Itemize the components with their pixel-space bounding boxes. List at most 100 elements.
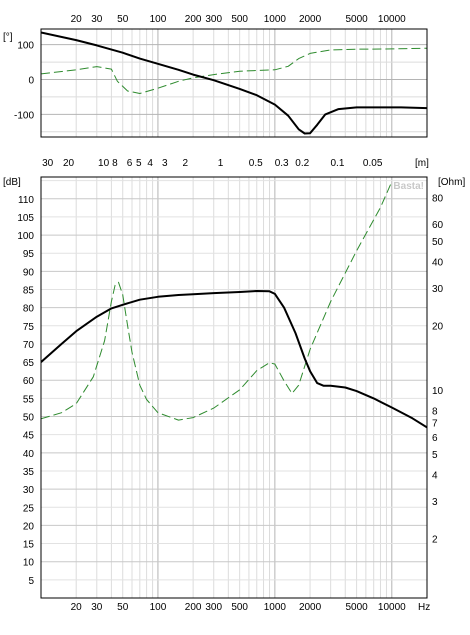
impedance-y-tick-labels: 80 60 50 40 30 20 10 8 7 6 5 4 3 2 xyxy=(432,194,444,546)
y-tick-label: 65 xyxy=(23,358,35,369)
wavelength-tick-label: 3 xyxy=(162,158,168,169)
x-tick-label: 5000 xyxy=(345,14,368,25)
wavelength-tick-label: 2 xyxy=(183,158,189,169)
y2-tick-label: 4 xyxy=(432,470,438,481)
x-tick-label: 100 xyxy=(150,602,167,613)
y-tick-label: 105 xyxy=(17,213,34,224)
x-tick-label: 200 xyxy=(185,602,202,613)
wavelength-tick-label: 1 xyxy=(218,158,224,169)
y-tick-label: 45 xyxy=(23,431,35,442)
y-tick-label: 80 xyxy=(23,304,35,315)
wavelength-tick-label: 6 xyxy=(127,158,133,169)
x-tick-label: 10000 xyxy=(378,602,406,613)
x-tick-label: 10000 xyxy=(378,14,406,25)
y-tick-label: 100 xyxy=(17,41,34,52)
x-tick-label: 30 xyxy=(91,602,103,613)
y-tick-label: 5 xyxy=(28,576,34,587)
x-tick-label: 2000 xyxy=(299,14,322,25)
x-tick-label: 50 xyxy=(117,14,129,25)
phase-x-tick-labels: 20 30 50 100 200 300 500 1000 2000 5000 10000 xyxy=(71,14,407,25)
y-tick-label: 90 xyxy=(23,267,35,278)
y2-tick-label: 80 xyxy=(432,194,444,205)
wavelength-tick-label: 0.2 xyxy=(295,158,309,169)
y-tick-label: 70 xyxy=(23,340,35,351)
spl-y-axis-label: [dB] xyxy=(3,177,21,188)
phase-y-axis-label: [°] xyxy=(3,32,13,43)
y-tick-label: 25 xyxy=(23,503,35,514)
spl-x-tick-labels: 20 30 50 100 200 300 500 1000 2000 5000 10000 xyxy=(71,602,407,613)
wavelength-tick-label: 8 xyxy=(112,158,118,169)
y-tick-label: 0 xyxy=(28,76,34,87)
y2-tick-label: 40 xyxy=(432,258,444,269)
wavelength-tick-labels: 30 20 10 8 6 5 4 3 2 1 0.5 0.3 0.2 0.1 0.05 xyxy=(42,158,383,169)
wavelength-axis-label: [m] xyxy=(415,158,429,169)
x-tick-label: 20 xyxy=(71,14,83,25)
y-tick-label: 60 xyxy=(23,376,35,387)
x-tick-label: 1000 xyxy=(264,14,287,25)
x-tick-label: 5000 xyxy=(345,602,368,613)
y-tick-label: 35 xyxy=(23,467,35,478)
y-tick-label: 85 xyxy=(23,286,35,297)
wavelength-tick-label: 0.1 xyxy=(331,158,345,169)
x-tick-label: 100 xyxy=(150,14,167,25)
phase-series xyxy=(41,31,427,135)
y-tick-label: 30 xyxy=(23,485,35,496)
y-tick-label: 100 xyxy=(17,231,34,242)
y2-tick-label: 3 xyxy=(432,497,438,508)
series-line-dashed xyxy=(41,47,427,94)
spl-x-axis-label: Hz xyxy=(418,602,430,613)
y-tick-label: 95 xyxy=(23,249,35,260)
y-tick-label: -100 xyxy=(14,110,34,121)
y-tick-label: 55 xyxy=(23,394,35,405)
y-tick-label: 20 xyxy=(23,521,35,532)
y2-tick-label: 50 xyxy=(432,237,444,248)
y2-tick-label: 8 xyxy=(432,406,438,417)
x-tick-label: 20 xyxy=(71,602,83,613)
spl-plot-frame xyxy=(40,176,428,599)
series-line-solid xyxy=(41,290,427,429)
spl-series xyxy=(41,181,427,429)
y2-tick-label: 6 xyxy=(432,433,438,444)
phase-y-tick-labels: 100 0 -100 xyxy=(14,41,34,122)
x-tick-label: 30 xyxy=(91,14,103,25)
watermark-label: Basta! xyxy=(393,181,424,192)
y2-tick-label: 30 xyxy=(432,284,444,295)
wavelength-tick-label: 0.05 xyxy=(363,158,383,169)
y2-tick-label: 5 xyxy=(432,450,438,461)
x-tick-label: 200 xyxy=(185,14,202,25)
x-tick-label: 1000 xyxy=(264,602,287,613)
wavelength-tick-label: 0.5 xyxy=(249,158,263,169)
spl-y-tick-labels: 1101051009590858075706560555045403530252… xyxy=(17,195,34,587)
x-tick-label: 500 xyxy=(231,602,248,613)
y2-tick-label: 20 xyxy=(432,322,444,333)
phase-plot: 20 30 50 100 200 300 500 1000 2000 5000 10000 1000… xyxy=(3,14,428,138)
x-tick-label: 300 xyxy=(205,14,222,25)
wavelength-tick-label: 30 xyxy=(42,158,54,169)
spl-grid xyxy=(41,177,427,598)
x-tick-label: 50 xyxy=(117,602,129,613)
y2-tick-label: 10 xyxy=(432,386,444,397)
y2-tick-label: 7 xyxy=(432,419,438,430)
phase-plot-frame xyxy=(40,28,428,138)
series-line-solid xyxy=(41,31,427,135)
y-tick-label: 40 xyxy=(23,449,35,460)
y2-tick-label: 2 xyxy=(432,534,438,545)
y-tick-label: 10 xyxy=(23,558,35,569)
y-tick-label: 15 xyxy=(23,540,35,551)
spl-impedance-plot: Basta! 20 30 50 100 200 300 500 1000 2000 5000 100… xyxy=(3,158,465,613)
y-tick-label: 75 xyxy=(23,322,35,333)
wavelength-tick-label: 20 xyxy=(63,158,75,169)
x-tick-label: 500 xyxy=(231,14,248,25)
wavelength-tick-label: 0.3 xyxy=(275,158,289,169)
wavelength-tick-label: 5 xyxy=(136,158,142,169)
x-tick-label: 300 xyxy=(205,602,222,613)
wavelength-tick-label: 4 xyxy=(147,158,153,169)
phase-grid xyxy=(41,29,427,137)
x-tick-label: 2000 xyxy=(299,602,322,613)
y-tick-label: 50 xyxy=(23,413,35,424)
series-line-dashed xyxy=(41,181,393,421)
impedance-y-axis-label: [Ohm] xyxy=(438,177,465,188)
y2-tick-label: 60 xyxy=(432,220,444,231)
